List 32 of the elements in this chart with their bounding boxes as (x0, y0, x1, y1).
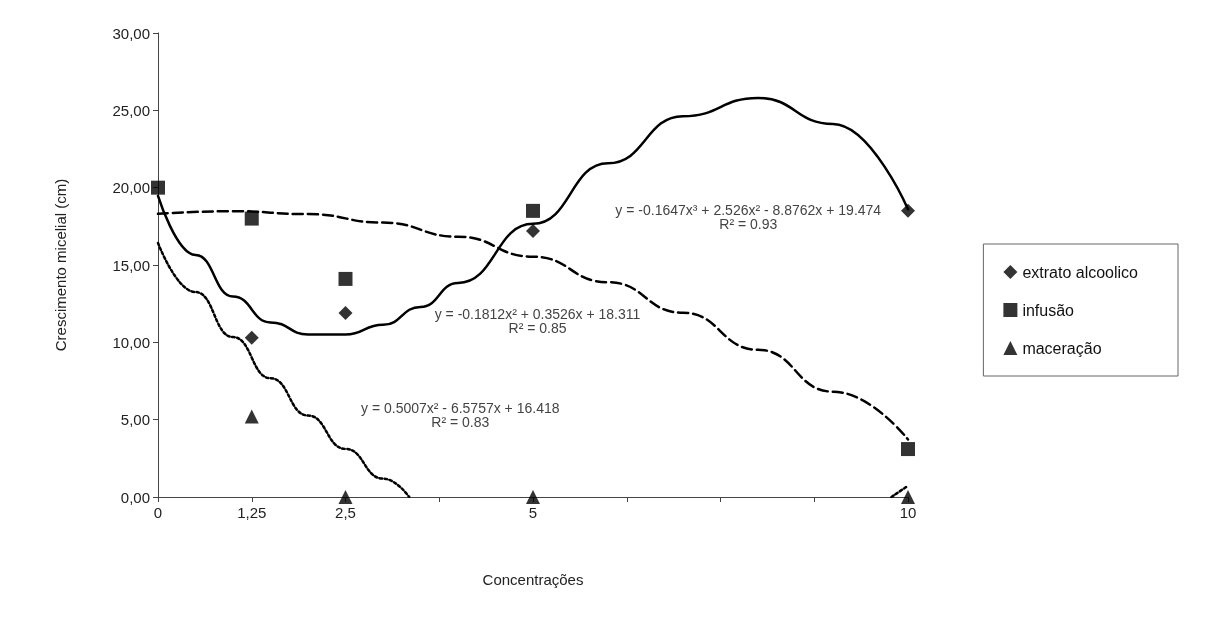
point (526, 490, 540, 504)
x-axis-title: Concentrações (482, 571, 584, 588)
y-tick-label: 25,00 (112, 101, 150, 119)
point (338, 305, 353, 320)
legend-label: infusão (1022, 301, 1075, 319)
point (338, 271, 353, 286)
x-tick-label: 2,5 (335, 504, 356, 521)
x-tick-label: 10 (899, 504, 917, 521)
point (901, 442, 915, 457)
y-tick-label: 10,00 (112, 333, 150, 351)
point (244, 409, 259, 424)
y-tick-label: 5,00 (120, 411, 150, 429)
y-axis-title: Crescimento micelial (cm) (52, 178, 69, 352)
point (901, 490, 915, 504)
y-tick-label: 30,00 (112, 24, 150, 42)
annotation: y = -0.1647x³ + 2.526x² - 8.8762x + 19.474 R² = 0.93 (615, 202, 882, 233)
point (244, 330, 259, 345)
point (526, 223, 540, 238)
point (526, 203, 540, 218)
legend-label: extrato alcoolico (1022, 263, 1139, 281)
x-tick-label: 5 (528, 504, 538, 521)
annotation: y = -0.1812x² + 0.3526x + 18.311 R² = 0.85 (434, 305, 641, 336)
x-tick-label: 0 (153, 504, 163, 521)
y-tick-label: 15,00 (112, 256, 150, 274)
y-tick-label: 0,00 (120, 488, 150, 506)
point (151, 180, 165, 195)
x-tick-label: 1,25 (237, 504, 267, 521)
y-tick-label: 20,00 (112, 179, 150, 197)
point (244, 211, 259, 226)
legend-label: maceração (1022, 339, 1102, 357)
point (338, 490, 353, 504)
annotation: y = 0.5007x² - 6.5757x + 16.418 R² = 0.83 (361, 400, 560, 431)
